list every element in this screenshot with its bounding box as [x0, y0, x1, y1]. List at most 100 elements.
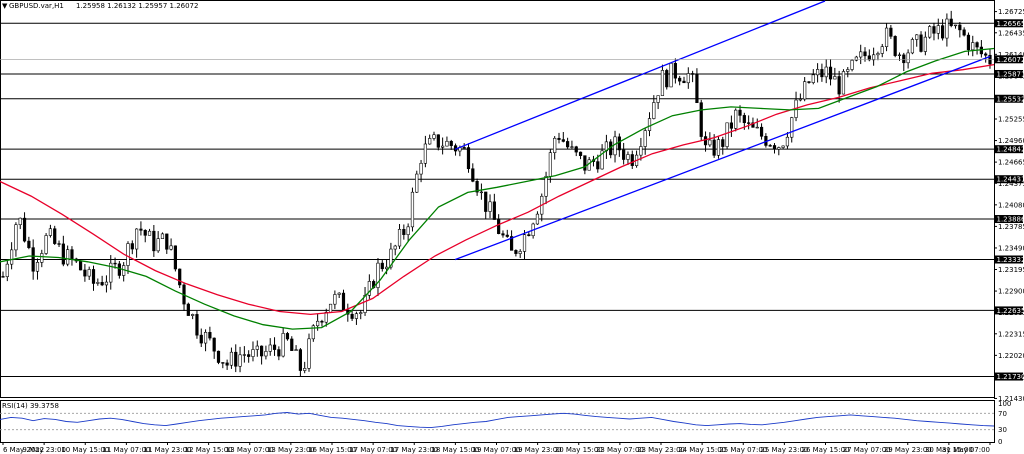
rsi-tick-label: 100	[998, 400, 1011, 408]
candle-body	[160, 233, 165, 239]
candle-body	[152, 230, 156, 252]
candle-body	[945, 18, 949, 39]
candle-body	[841, 71, 846, 95]
candle-body	[341, 292, 346, 311]
candle-body	[548, 152, 552, 177]
candle-body	[833, 76, 837, 80]
candle-body	[303, 368, 307, 371]
candle-body	[143, 230, 147, 236]
rsi-line	[0, 412, 995, 429]
price-tick-label: 1.22315	[998, 330, 1024, 338]
candle-body	[367, 281, 371, 296]
header-arrow: ▼	[2, 2, 8, 10]
candle-body	[820, 69, 824, 78]
candle-body	[488, 201, 492, 212]
candle-body	[846, 69, 850, 72]
candle-body	[725, 122, 729, 147]
candle-body	[380, 262, 384, 270]
candle-body	[44, 235, 48, 254]
candle-body	[169, 245, 173, 250]
candle-body	[527, 234, 531, 237]
candle-body	[5, 263, 9, 277]
candle-body	[747, 122, 751, 124]
candle-body	[971, 42, 975, 51]
level-label-box	[995, 215, 1023, 224]
candle-body	[277, 349, 281, 357]
candle-body	[639, 146, 643, 156]
price-tick-label: 1.26435	[998, 29, 1024, 37]
time-tick-label: 18 May 15:00	[431, 446, 479, 454]
candle-body	[583, 155, 587, 171]
candle-body	[428, 138, 432, 145]
candle-body	[191, 314, 195, 316]
candle-body	[962, 29, 966, 36]
candle-body	[613, 136, 617, 156]
candle-body	[419, 162, 423, 175]
level-label-box	[995, 145, 1023, 154]
candle-body	[255, 345, 259, 350]
candle-body	[837, 76, 841, 95]
candle-body	[78, 260, 83, 271]
candle-body	[790, 117, 794, 138]
candle-body	[923, 36, 927, 52]
time-tick-label: 25 May 07:00	[719, 446, 767, 454]
candle-body	[751, 122, 755, 128]
candle-body	[622, 149, 626, 160]
candle-body	[522, 234, 527, 252]
candle-body	[423, 143, 427, 164]
candle-body	[652, 102, 656, 119]
candle-body	[290, 338, 294, 351]
candle-body	[393, 245, 397, 250]
candle-body	[915, 34, 919, 40]
price-tick-label: 1.26725	[998, 8, 1024, 16]
candle-body	[350, 313, 354, 319]
price-axis: 1.267251.264351.261401.258451.255501.252…	[994, 8, 1024, 403]
time-tick-label: 19 May 07:00	[472, 446, 520, 454]
candle-body	[553, 137, 557, 153]
time-tick-label: 29 May 23:00	[884, 446, 932, 454]
candle-body	[630, 154, 634, 166]
candle-body	[755, 126, 759, 129]
candle-body	[320, 320, 324, 323]
level-label: 1.21730	[997, 373, 1024, 381]
candle-body	[229, 351, 234, 366]
candle-body	[807, 81, 811, 83]
candle-body	[333, 294, 337, 305]
candle-body	[557, 137, 561, 140]
candle-body	[897, 54, 902, 56]
candle-body	[716, 139, 721, 156]
candle-body	[100, 282, 104, 286]
candle-body	[514, 250, 518, 254]
candle-body	[260, 345, 264, 357]
candle-body	[203, 332, 208, 344]
candle-body	[238, 354, 242, 367]
candle-body	[415, 173, 419, 193]
candle-body	[734, 109, 738, 129]
candle-body	[307, 338, 311, 369]
candles	[1, 10, 992, 377]
candle-body	[10, 249, 14, 265]
candle-body	[492, 201, 496, 220]
candle-body	[22, 217, 27, 242]
level-label: 1.26565	[997, 20, 1024, 28]
candle-body	[691, 73, 695, 75]
horizontal-levels	[0, 22, 994, 378]
time-tick-label: 23 May 07:00	[596, 446, 644, 454]
price-tick-label: 1.21430	[998, 395, 1024, 403]
candle-body	[647, 118, 652, 131]
candle-body	[566, 141, 570, 148]
candle-body	[354, 313, 359, 319]
candle-body	[570, 146, 574, 148]
candle-body	[902, 54, 906, 64]
candle-body	[432, 134, 436, 139]
candle-body	[932, 26, 936, 34]
candle-body	[928, 26, 932, 38]
candle-body	[984, 53, 988, 56]
level-label: 1.22635	[997, 307, 1024, 315]
moving-averages	[0, 47, 995, 330]
candle-body	[785, 136, 790, 147]
time-tick-label: 26 May 15:00	[801, 446, 849, 454]
candle-body	[212, 337, 216, 352]
time-tick-label: 11 May 23:00	[143, 446, 191, 454]
candle-body	[328, 303, 333, 313]
